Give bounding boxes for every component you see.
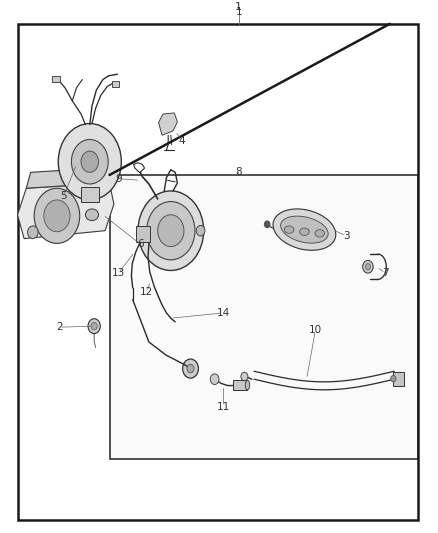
Text: 4: 4 <box>178 135 185 146</box>
Ellipse shape <box>273 209 336 251</box>
Bar <box>393 372 404 385</box>
Circle shape <box>210 374 219 384</box>
Bar <box>110 175 418 459</box>
Circle shape <box>241 372 248 381</box>
Text: 5: 5 <box>60 191 67 201</box>
Polygon shape <box>159 113 177 135</box>
Text: 9: 9 <box>115 174 122 184</box>
Circle shape <box>138 191 204 270</box>
Text: 3: 3 <box>343 231 350 241</box>
Text: 2: 2 <box>56 322 63 332</box>
Ellipse shape <box>315 230 325 237</box>
Text: 12: 12 <box>140 287 153 297</box>
Circle shape <box>196 225 205 236</box>
Text: 14: 14 <box>217 308 230 318</box>
Ellipse shape <box>245 380 250 390</box>
Circle shape <box>71 140 108 184</box>
Bar <box>52 76 60 82</box>
Bar <box>81 187 99 201</box>
Circle shape <box>58 124 121 200</box>
Polygon shape <box>26 167 114 188</box>
Circle shape <box>183 359 198 378</box>
Text: 1: 1 <box>235 2 242 12</box>
Text: 1: 1 <box>235 7 242 17</box>
Circle shape <box>391 375 396 382</box>
Circle shape <box>187 365 194 373</box>
Circle shape <box>365 263 371 270</box>
Text: 8: 8 <box>235 167 242 177</box>
Circle shape <box>81 151 99 172</box>
Text: 10: 10 <box>309 325 322 335</box>
Text: 11: 11 <box>217 402 230 412</box>
Bar <box>136 227 150 243</box>
Bar <box>233 380 247 390</box>
Ellipse shape <box>281 216 328 243</box>
Circle shape <box>147 201 195 260</box>
Circle shape <box>363 261 373 273</box>
Text: 7: 7 <box>382 268 389 278</box>
Text: 6: 6 <box>137 239 144 249</box>
Circle shape <box>44 200 70 232</box>
Circle shape <box>34 188 80 244</box>
Circle shape <box>28 226 38 239</box>
Bar <box>112 81 119 87</box>
Polygon shape <box>18 183 114 239</box>
Ellipse shape <box>300 228 309 236</box>
Ellipse shape <box>85 209 99 221</box>
Circle shape <box>265 221 270 228</box>
Circle shape <box>88 319 100 334</box>
Ellipse shape <box>284 226 294 233</box>
Text: 13: 13 <box>112 268 125 278</box>
Circle shape <box>91 322 97 330</box>
Circle shape <box>158 215 184 247</box>
